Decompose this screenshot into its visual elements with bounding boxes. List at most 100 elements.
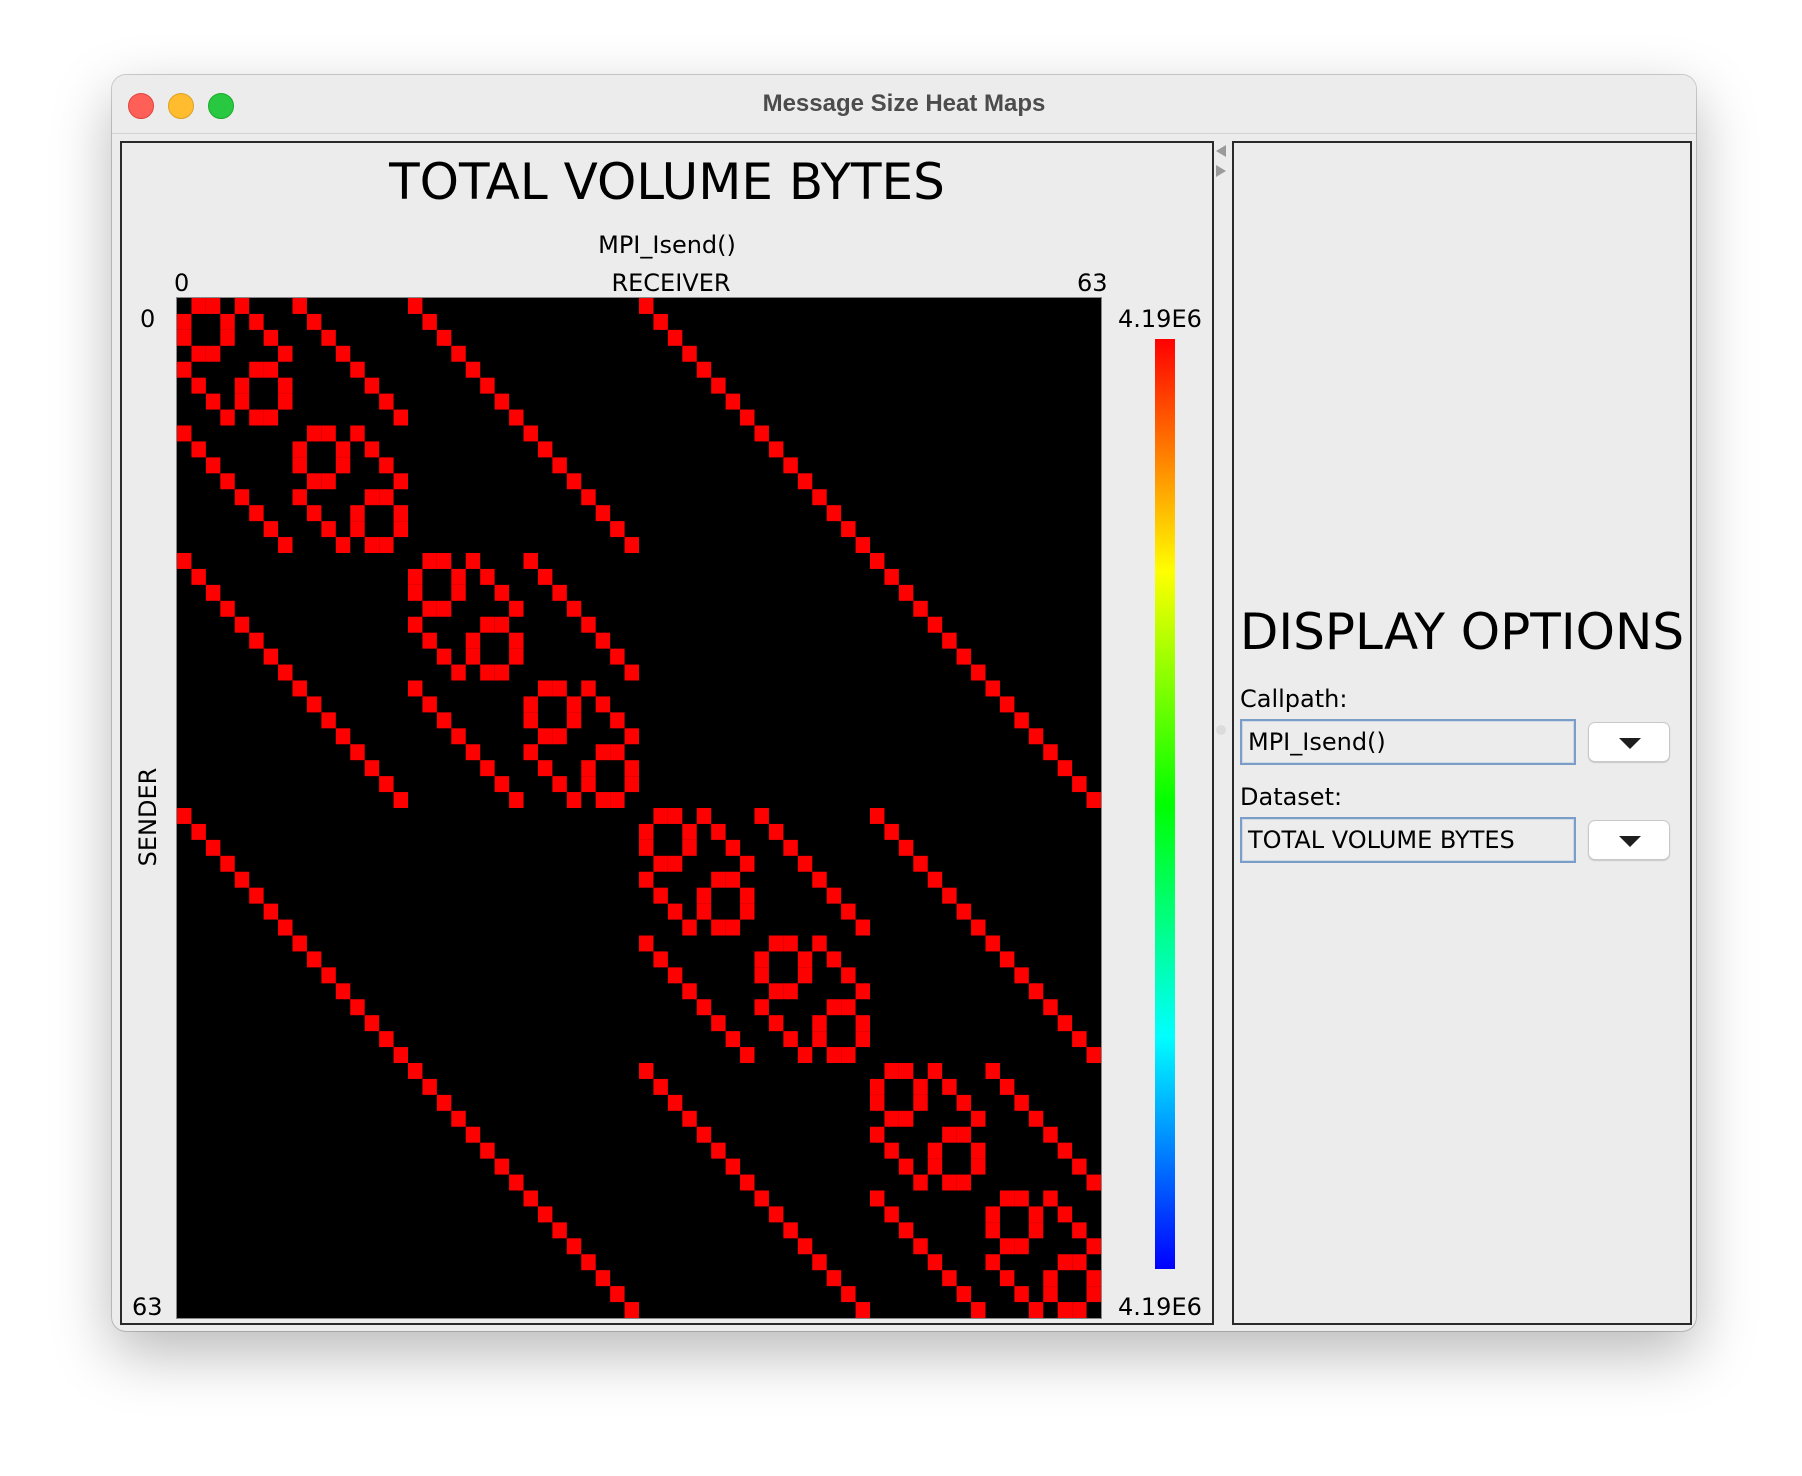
heatmap-cell[interactable] — [436, 553, 452, 569]
heatmap-cell[interactable] — [494, 393, 510, 410]
heatmap-cell[interactable] — [812, 871, 827, 888]
heatmap-cell[interactable] — [220, 409, 235, 426]
heatmap-cell[interactable] — [436, 648, 452, 665]
heatmap-cell[interactable] — [682, 345, 697, 362]
heatmap-cell[interactable] — [335, 457, 351, 474]
heatmap-cell[interactable] — [364, 537, 380, 553]
heatmap-cell[interactable] — [768, 1206, 784, 1223]
heatmap-cell[interactable] — [1028, 1302, 1044, 1318]
heatmap-cell[interactable] — [653, 951, 668, 968]
heatmap-cell[interactable] — [971, 1158, 986, 1175]
heatmap-cell[interactable] — [999, 951, 1015, 968]
heatmap-cell[interactable] — [1072, 1302, 1087, 1318]
heatmap-cell[interactable] — [234, 871, 250, 888]
heatmap-cell[interactable] — [205, 345, 221, 362]
heatmap-cell[interactable] — [306, 313, 322, 330]
heatmap-cell[interactable] — [306, 473, 322, 490]
heatmap-cell[interactable] — [985, 680, 1000, 697]
heatmap-cell[interactable] — [451, 345, 466, 362]
heatmap-cell[interactable] — [826, 999, 842, 1016]
heatmap-cell[interactable] — [1028, 1222, 1044, 1239]
heatmap-cell[interactable] — [422, 313, 437, 330]
heatmap-cell[interactable] — [552, 728, 567, 745]
heatmap-cell[interactable] — [436, 329, 452, 346]
heatmap-cell[interactable] — [740, 855, 755, 872]
heatmap-cell[interactable] — [350, 521, 365, 538]
heatmap-cell[interactable] — [1057, 1254, 1073, 1271]
heatmap-cell[interactable] — [913, 600, 928, 617]
heatmap-cell[interactable] — [393, 505, 408, 522]
heatmap-cell[interactable] — [1014, 1094, 1029, 1111]
heatmap-cell[interactable] — [797, 855, 813, 872]
heatmap-cell[interactable] — [278, 664, 293, 681]
heatmap-cell[interactable] — [754, 999, 769, 1016]
heatmap-cell[interactable] — [234, 298, 250, 314]
heatmap-cell[interactable] — [812, 1254, 827, 1271]
zoom-window-button[interactable] — [208, 93, 234, 119]
heatmap-cell[interactable] — [1086, 792, 1101, 808]
heatmap-cell[interactable] — [942, 1174, 957, 1191]
heatmap-cell[interactable] — [1072, 1031, 1087, 1048]
heatmap-cell[interactable] — [855, 1031, 870, 1048]
heatmap-cell[interactable] — [321, 329, 336, 346]
dataset-dropdown-button[interactable] — [1588, 820, 1670, 860]
heatmap-cell[interactable] — [350, 425, 365, 442]
heatmap-cell[interactable] — [436, 600, 452, 617]
heatmap-cell[interactable] — [581, 760, 596, 777]
heatmap-cell[interactable] — [523, 1190, 538, 1207]
heatmap-cell[interactable] — [494, 664, 510, 681]
heatmap-cell[interactable] — [566, 712, 582, 729]
heatmap-cell[interactable] — [624, 760, 639, 777]
heatmap-cell[interactable] — [942, 632, 957, 649]
heatmap-cell[interactable] — [639, 823, 654, 840]
heatmap-cell[interactable] — [249, 313, 264, 330]
minimize-window-button[interactable] — [168, 93, 194, 119]
heatmap-cell[interactable] — [942, 1078, 957, 1095]
heatmap-cell[interactable] — [465, 1126, 481, 1143]
heatmap-cell[interactable] — [610, 521, 625, 538]
heatmap-cell[interactable] — [465, 361, 481, 378]
heatmap-cell[interactable] — [1057, 1142, 1073, 1159]
heatmap-cell[interactable] — [263, 648, 279, 665]
heatmap-cell[interactable] — [667, 808, 683, 824]
heatmap-cell[interactable] — [610, 712, 625, 729]
heatmap-cell[interactable] — [292, 441, 307, 458]
heatmap-cell[interactable] — [537, 680, 553, 697]
heatmap-cell[interactable] — [725, 871, 741, 888]
heatmap-cell[interactable] — [480, 568, 495, 585]
heatmap-cell[interactable] — [971, 664, 986, 681]
heatmap-cell[interactable] — [841, 521, 856, 538]
heatmap-grid[interactable] — [176, 297, 1102, 1319]
heatmap-cell[interactable] — [379, 776, 394, 793]
heatmap-cell[interactable] — [870, 808, 885, 824]
heatmap-cell[interactable] — [711, 377, 726, 394]
heatmap-cell[interactable] — [999, 1238, 1015, 1255]
heatmap-cell[interactable] — [306, 505, 322, 522]
heatmap-cell[interactable] — [985, 1063, 1000, 1079]
heatmap-cell[interactable] — [754, 1190, 769, 1207]
heatmap-cell[interactable] — [898, 584, 914, 601]
heatmap-cell[interactable] — [725, 393, 741, 410]
heatmap-cell[interactable] — [696, 887, 712, 904]
heatmap-cell[interactable] — [278, 377, 293, 394]
heatmap-cell[interactable] — [1072, 1158, 1087, 1175]
heatmap-cell[interactable] — [639, 839, 654, 856]
heatmap-cell[interactable] — [393, 1047, 408, 1063]
heatmap-cell[interactable] — [696, 999, 712, 1016]
heatmap-cell[interactable] — [768, 441, 784, 458]
heatmap-cell[interactable] — [624, 776, 639, 793]
heatmap-cell[interactable] — [581, 489, 596, 506]
heatmap-cell[interactable] — [1086, 1286, 1101, 1303]
heatmap-cell[interactable] — [768, 935, 784, 952]
heatmap-cell[interactable] — [321, 425, 336, 442]
heatmap-cell[interactable] — [191, 823, 206, 840]
heatmap-cell[interactable] — [292, 298, 307, 314]
heatmap-cell[interactable] — [480, 616, 495, 633]
heatmap-cell[interactable] — [870, 1126, 885, 1143]
heatmap-cell[interactable] — [855, 1302, 870, 1318]
heatmap-cell[interactable] — [639, 935, 654, 952]
heatmap-cell[interactable] — [826, 1047, 842, 1063]
heatmap-cell[interactable] — [234, 616, 250, 633]
heatmap-cell[interactable] — [566, 600, 582, 617]
heatmap-cell[interactable] — [509, 648, 524, 665]
